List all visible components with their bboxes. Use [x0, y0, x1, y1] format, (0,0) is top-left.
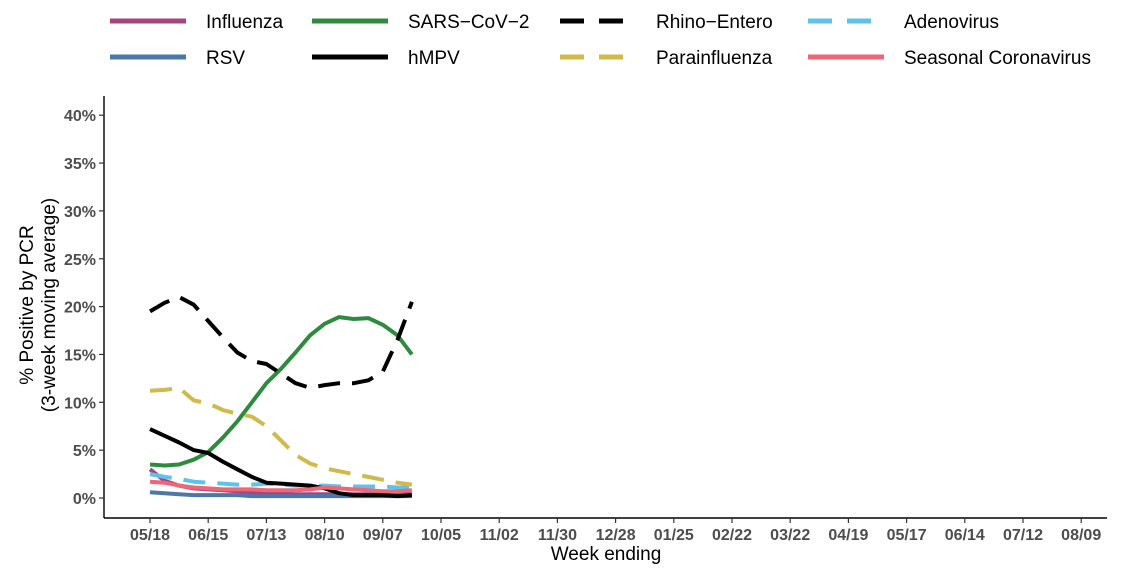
series-line-rhino-entero — [148, 295, 414, 390]
legend-label-rhino-entero: Rhino−Entero — [656, 12, 773, 33]
x-tick-label: 05/18 — [130, 527, 170, 544]
x-tick-label: 09/07 — [363, 527, 403, 544]
x-tick-label: 07/13 — [246, 527, 286, 544]
legend-label-sars-cov-2: SARS−CoV−2 — [408, 12, 529, 33]
y-tick-label: 0% — [73, 491, 96, 508]
y-tick-label: 20% — [64, 300, 96, 317]
axes: 0% 5% 10% 15% 20% 25% 30% 35% 40% 05/18 06/15 07/1… — [64, 96, 1107, 544]
y-axis-title-line1: % Positive by PCR — [17, 225, 38, 384]
x-tick-label: 02/22 — [712, 527, 752, 544]
y-ticks: 0% 5% 10% 15% 20% 25% 30% 35% 40% — [64, 108, 104, 508]
y-tick-label: 30% — [64, 204, 96, 221]
x-tick-label: 01/25 — [654, 527, 694, 544]
x-tick-label: 11/30 — [538, 527, 577, 544]
legend: Influenza SARS−CoV−2 Rhino−Entero Adenoviru… — [110, 12, 1091, 69]
series-line-adenovirus — [149, 472, 412, 490]
x-axis-title: Week ending — [551, 544, 662, 565]
legend-label-rsv: RSV — [206, 48, 245, 69]
x-tick-label: 07/12 — [1003, 527, 1043, 544]
series-line-sars-cov-2 — [149, 315, 414, 468]
x-ticks: 05/18 06/15 07/13 08/10 09/07 10/05 11/02 11/30… — [130, 518, 1101, 544]
y-tick-label: 15% — [64, 347, 96, 364]
legend-label-adenovirus: Adenovirus — [904, 12, 999, 33]
x-tick-label: 08/10 — [305, 527, 345, 544]
y-axis-title-line2: (3-week moving average) — [39, 198, 60, 412]
x-tick-label: 10/05 — [421, 527, 461, 544]
y-tick-label: 5% — [73, 443, 96, 460]
x-tick-label: 06/15 — [188, 527, 228, 544]
legend-label-seasonal-coronavirus: Seasonal Coronavirus — [904, 48, 1091, 69]
x-tick-label: 06/14 — [945, 527, 985, 544]
x-tick-label: 05/17 — [887, 527, 927, 544]
series-lines — [148, 295, 414, 499]
x-tick-label: 03/22 — [770, 527, 810, 544]
y-tick-label: 10% — [64, 395, 96, 412]
series-line-hmpv — [149, 427, 413, 499]
series-line-seasonal-coronavirus — [149, 479, 413, 494]
y-tick-label: 35% — [64, 156, 96, 173]
x-tick-label: 11/02 — [480, 527, 519, 544]
legend-label-influenza: Influenza — [206, 12, 284, 33]
y-tick-label: 40% — [64, 108, 96, 125]
x-tick-label: 12/28 — [596, 527, 636, 544]
series-line-parainfluenza — [149, 385, 413, 487]
x-tick-label: 04/19 — [828, 527, 868, 544]
legend-label-hmpv: hMPV — [408, 48, 460, 69]
x-tick-label: 08/09 — [1061, 527, 1101, 544]
y-tick-label: 25% — [64, 252, 96, 269]
legend-label-parainfluenza: Parainfluenza — [656, 48, 773, 69]
